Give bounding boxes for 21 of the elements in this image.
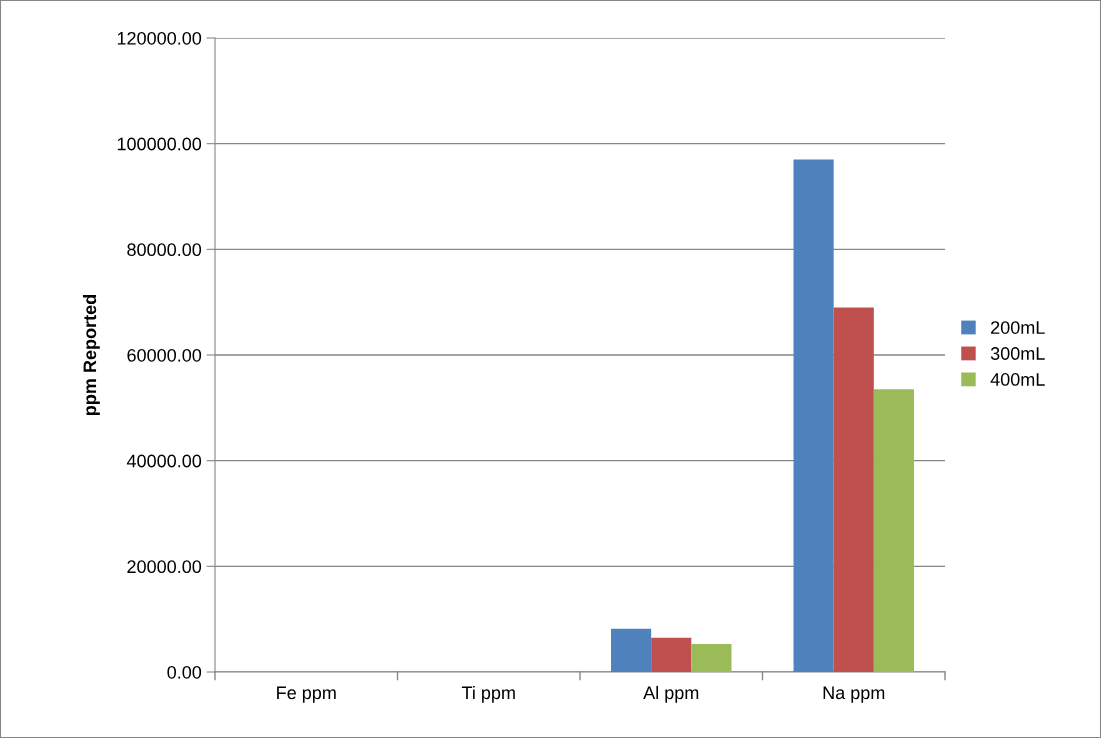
bar xyxy=(873,389,914,672)
y-tick-label: 120000.00 xyxy=(117,31,202,45)
legend-label: 300mL xyxy=(990,347,1045,360)
bar xyxy=(691,644,732,672)
y-tick-label: 60000.00 xyxy=(127,348,202,362)
y-tick-label: 100000.00 xyxy=(117,137,202,151)
y-tick-label: 40000.00 xyxy=(126,454,202,468)
legend-label: 200mL xyxy=(991,321,1045,334)
y-tick-label: 20000.00 xyxy=(127,560,202,574)
y-tick-label: 0.00 xyxy=(167,665,202,679)
x-tick-label: Al ppm xyxy=(643,685,699,703)
bar xyxy=(833,307,874,672)
x-tick-label: Ti ppm xyxy=(461,685,515,703)
x-tick-label: Fe ppm xyxy=(277,686,336,703)
y-tick-label: 80000.00 xyxy=(127,243,202,257)
x-tick-label: Na ppm xyxy=(823,686,885,703)
legend-label: 400mL xyxy=(990,373,1045,386)
y-axis-title: ppm Reported xyxy=(82,295,100,415)
bar xyxy=(793,159,834,672)
bar xyxy=(651,637,692,672)
bar xyxy=(611,628,652,672)
